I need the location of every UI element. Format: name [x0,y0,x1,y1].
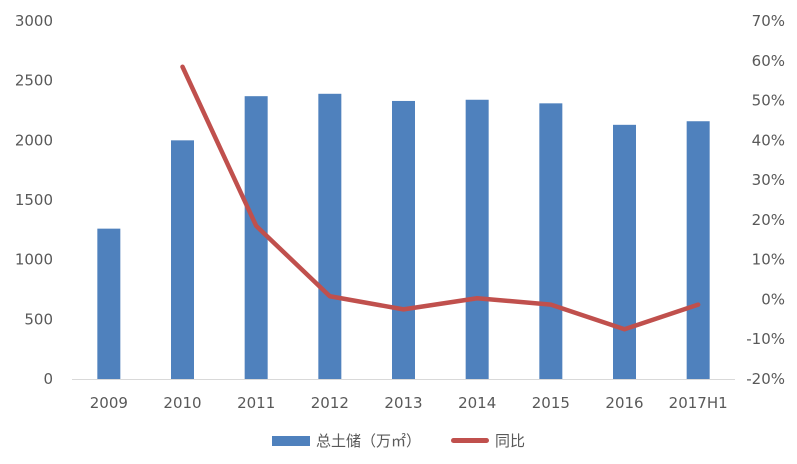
bar [539,103,563,379]
bar [244,96,268,380]
right-axis-tick: 60% [752,52,785,70]
left-axis-tick: 1500 [15,191,53,209]
legend-item-yoy: 同比 [451,430,525,451]
bar-swatch-icon [271,435,310,446]
right-axis-tick: 70% [752,12,785,30]
bar [392,100,415,379]
bar [318,93,342,379]
right-axis-tick: 50% [752,92,785,110]
legend-label-land-reserve: 总土储（万㎡） [315,432,421,450]
left-axis-tick: 0 [43,370,53,388]
legend-item-land-reserve: 总土储（万㎡） [271,430,421,451]
x-axis-tick: 2014 [458,394,496,412]
right-axis-tick: -20% [746,370,785,388]
x-axis-tick: 2013 [384,394,422,412]
x-axis-tick: 2016 [605,394,643,412]
chart-plot-area: 0 500 1000 1500 2000 2500 3000 -20% -10% 0% 10% 20%… [15,12,785,412]
x-axis-tick: 2010 [163,394,201,412]
yoy-line [180,64,701,332]
right-axis-tick: 20% [752,211,785,229]
left-axis-tick: 2000 [15,131,53,149]
left-axis-tick: 3000 [15,12,53,30]
right-axis-tick: 0% [761,290,785,308]
legend-label-yoy: 同比 [495,432,526,450]
left-axis-tick: 500 [24,310,53,328]
bar [97,228,121,379]
x-axis-tick: 2015 [532,394,570,412]
bar [171,140,194,379]
bar [465,99,489,379]
x-axis-tick: 2017H1 [669,394,728,412]
left-axis-tick: 2500 [15,72,53,90]
right-axis-tick: 30% [752,171,785,189]
line-swatch-icon [451,438,489,443]
right-axis-tick: 10% [752,251,785,269]
right-axis-tick: 40% [752,131,785,149]
bar [613,124,636,379]
x-axis-tick: 2011 [237,394,275,412]
left-axis-tick: 1000 [15,251,53,269]
right-axis-tick: -10% [746,330,785,348]
bar [686,121,710,380]
x-axis-tick: 2009 [90,394,128,412]
x-axis-tick: 2012 [311,394,349,412]
chart-legend: 总土储（万㎡） 同比 [0,430,797,451]
